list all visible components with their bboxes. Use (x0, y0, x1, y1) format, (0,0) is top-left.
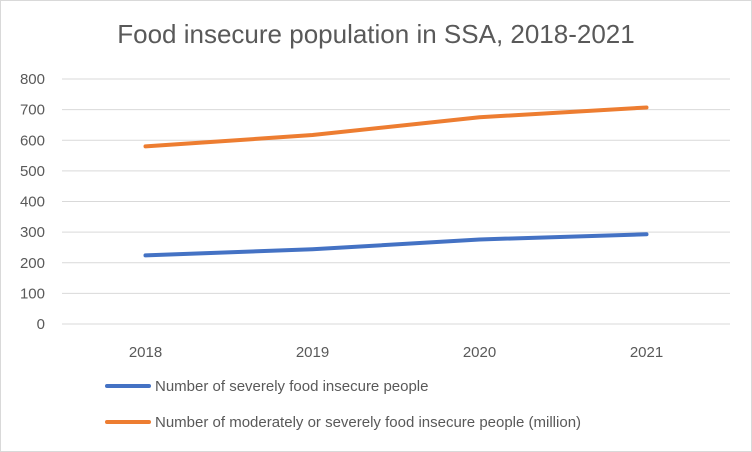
y-tick-label-8: 800 (20, 71, 45, 88)
y-tick-label-3: 300 (20, 224, 45, 241)
y-tick-label-2: 200 (20, 255, 45, 272)
series-line-0 (143, 232, 649, 258)
series-line-1 (143, 105, 649, 149)
legend: Number of severely food insecure people … (105, 375, 725, 447)
x-tick-label-3: 2021 (630, 344, 663, 361)
legend-item-moderate-or-severe: Number of moderately or severely food in… (105, 411, 725, 433)
x-tick-label-2: 2020 (463, 344, 496, 361)
chart-title: Food insecure population in SSA, 2018-20… (117, 19, 635, 49)
y-tick-label-6: 600 (20, 132, 45, 149)
y-tick-label-7: 700 (20, 102, 45, 119)
x-tick-label-0: 2018 (129, 344, 162, 361)
y-tick-label-4: 400 (20, 194, 45, 211)
x-tick-label-1: 2019 (296, 344, 329, 361)
legend-swatch-severe (105, 384, 151, 388)
legend-label-moderate-or-severe: Number of moderately or severely food in… (155, 413, 582, 431)
y-tick-label-0: 0 (37, 316, 45, 333)
y-tick-label-5: 500 (20, 163, 45, 180)
legend-item-severe: Number of severely food insecure people (105, 375, 725, 397)
legend-label-severe: Number of severely food insecure people (155, 377, 429, 395)
legend-swatch-moderate-or-severe (105, 420, 151, 424)
y-tick-label-1: 100 (20, 285, 45, 302)
